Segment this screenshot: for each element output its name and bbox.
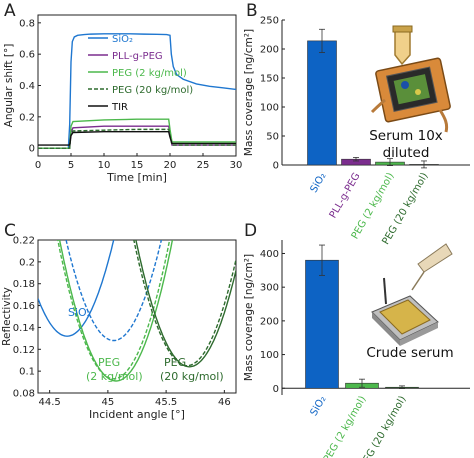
panel-c-label-peg20-line2: (20 kg/mol)	[160, 370, 224, 383]
panel-d-y-tick-label: 100	[260, 350, 279, 361]
panel-c-x-tick-label: 44.5	[39, 397, 61, 408]
panel-c-plot-frame	[37, 239, 237, 394]
panel-c-y-tick-label: 0.18	[13, 279, 35, 290]
panel-c-label-peg20-line1: PEG	[164, 356, 186, 369]
panel-c-reflectivity-curve	[133, 240, 236, 367]
panel-b-y-tick-label: 100	[260, 103, 279, 114]
panel-a-x-tick-label: 30	[230, 160, 243, 171]
panel-d-category-label: SiO₂	[309, 394, 329, 418]
panel-d-y-tick-label: 0	[273, 384, 279, 395]
panel-a-legend-label: SiO₂	[112, 34, 133, 45]
panel-b-annotation-line1: Serum 10x	[369, 128, 443, 144]
panel-a-legend-label: PEG (20 kg/mol)	[112, 85, 193, 96]
panel-b-category-label: SiO₂	[309, 171, 329, 195]
panel-a-series-line	[38, 33, 237, 149]
panel-c-x-tick-label: 45	[102, 397, 115, 408]
panel-d-y-tick-label: 300	[260, 283, 279, 294]
panel-b-y-tick-label: 150	[260, 74, 279, 85]
panel-b-y-tick-label: 50	[266, 132, 279, 143]
panel-a-legend-label: PEG (2 kg/mol)	[112, 68, 187, 79]
panel-a-y-tick-label: 0.2	[19, 112, 35, 123]
panel-b-category-label: PLL-g-PEG	[328, 171, 363, 220]
panel-d-category-label: PEG (2 kg/mol)	[322, 394, 369, 458]
panel-a-y-tick-label: 0	[29, 144, 35, 155]
panel-a-x-tick-label: 10	[98, 160, 111, 171]
panel-c-x-tick-label: 45.5	[155, 397, 177, 408]
panel-c-y-axis-label: Reflectivity	[1, 287, 13, 346]
panel-a-x-tick-label: 20	[164, 160, 177, 171]
panel-a: 0 5 10 15 20 25 30 0 0.2 0.4 0.6 0.8 Time [min] Angul…	[3, 14, 243, 184]
panel-c-reflectivity-curve	[58, 240, 174, 382]
panel-d-y-axis-label: Mass coverage [ng/cm²]	[243, 254, 255, 381]
panel-c-reflectivity-curve	[135, 240, 236, 368]
panel-d-y-tick-label: 200	[260, 316, 279, 327]
panel-b-y-axis-label: Mass coverage [ng/cm²]	[243, 29, 255, 156]
panel-c-x-tick-label: 46	[218, 397, 231, 408]
panel-a-x-tick-label: 0	[35, 160, 41, 171]
panel-c-label-peg2-line1: PEG	[98, 356, 120, 369]
panel-d-y-tick-label: 400	[260, 249, 279, 260]
panel-a-x-tick-label: 25	[197, 160, 210, 171]
panel-b-letter: B	[246, 1, 258, 21]
panel-a-y-tick-label: 0.6	[19, 50, 35, 61]
panel-a-letter: A	[4, 1, 16, 21]
panel-a-x-axis-label: Time [min]	[106, 171, 167, 184]
panel-a-legend-label: PLL-g-PEG	[112, 51, 163, 62]
panel-d-letter: D	[244, 221, 257, 241]
panel-b-annotation-line2: diluted	[383, 145, 430, 161]
panel-d-annotation: Crude serum	[366, 345, 453, 361]
panel-b-y-tick-label: 250	[260, 16, 279, 27]
panel-a-legend-label: TIR	[111, 102, 128, 113]
panel-c-label-peg2-line2: (2 kg/mol)	[86, 370, 143, 383]
panel-c-letter: C	[4, 221, 16, 241]
panel-a-series-line	[38, 131, 236, 146]
panel-a-y-tick-label: 0.8	[19, 18, 35, 29]
panel-a-x-tick-label: 5	[68, 160, 74, 171]
panel-b-bar	[307, 40, 337, 166]
panel-c-reflectivity-curve	[65, 240, 163, 342]
panel-a-y-axis-label: Angular shift [°]	[3, 44, 15, 128]
sensor-chip-illustration	[370, 57, 451, 133]
panel-b-y-tick-label: 200	[260, 45, 279, 56]
pipette-illustration	[392, 25, 413, 66]
panel-c-x-axis-label: Incident angle [°]	[89, 408, 185, 421]
panel-a-series-line	[38, 118, 236, 149]
panel-c-y-tick-label: 0.2	[19, 257, 35, 268]
panel-a-legend: SiO₂ PLL-g-PEG PEG (2 kg/mol) PEG (20 kg/mo…	[88, 34, 193, 113]
panel-c: 44.5 45 45.5 46 0.08 0.1 0.12 0.14 0.16 0.18 0.2 0.…	[1, 236, 237, 421]
panel-c-y-tick-label: 0.22	[13, 236, 35, 247]
panel-c-reflectivity-curve	[57, 240, 171, 380]
panel-c-y-tick-label: 0.16	[13, 301, 35, 312]
panel-c-y-tick-label: 0.1	[19, 367, 35, 378]
panel-d-bar	[305, 259, 339, 389]
panel-c-reflectivity-curve	[38, 240, 115, 337]
panel-c-y-tick-label: 0.14	[13, 323, 35, 334]
panel-a-y-tick-label: 0.4	[19, 81, 35, 92]
panel-c-label-sio2: SiO₂	[68, 306, 91, 319]
panel-b-y-tick-label: 0	[273, 161, 279, 172]
panel-c-y-tick-label: 0.08	[13, 389, 35, 400]
panel-a-series-line	[38, 128, 236, 149]
panel-c-y-tick-label: 0.12	[13, 345, 35, 356]
panel-a-x-tick-label: 15	[131, 160, 144, 171]
flow-cell-illustration	[371, 243, 453, 346]
